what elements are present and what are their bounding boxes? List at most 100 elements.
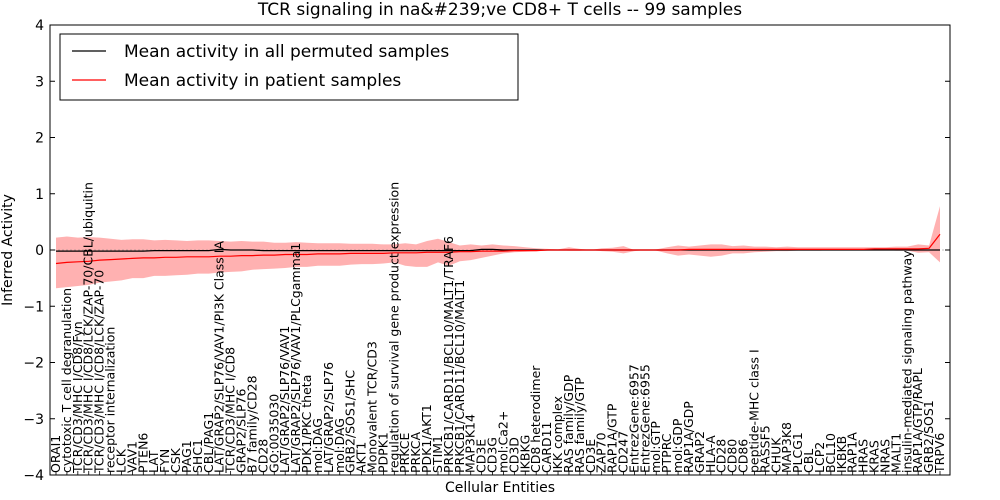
x-tick-label: CD3E (583, 439, 598, 473)
x-tick-label: CD28 (255, 439, 270, 473)
confidence-band (56, 206, 940, 289)
plot-frame (49, 24, 951, 476)
x-tick-label: GRB2/SOS1/SHC (343, 370, 358, 473)
x-tick-label: regulation of survival gene product expr… (386, 182, 401, 473)
x-tick-label: PDK1/AKT1 (419, 404, 434, 473)
x-tick-label: EntrezGene:6957 (626, 364, 641, 473)
x-tick-label: RAP1A/GDP (681, 401, 696, 473)
x-tick-label: NRAS (877, 439, 892, 473)
legend-label-patient: Mean activity in patient samples (124, 71, 401, 91)
x-tick-label: FYN (157, 449, 172, 473)
x-tick-label: mol:DAG (310, 418, 325, 473)
y-axis-label: Inferred Activity (0, 194, 16, 306)
x-tick-label: mol:Ca2+ (496, 411, 511, 473)
x-tick-label: CD3D (506, 437, 521, 473)
x-tick-label: VAV1 (124, 441, 139, 473)
x-tick-label: AKT1 (354, 442, 369, 473)
y-tick-label: −4 (23, 468, 44, 484)
x-tick-label: LCK (114, 448, 129, 473)
y-tick-label: −3 (23, 412, 44, 428)
chart-title: TCR signaling in na&#239;ve CD8+ T cells… (257, 0, 742, 20)
x-tick-label: PRKCB1/CARD11/BCL10/MALT1 (452, 280, 467, 473)
x-tick-label: STIM1 (430, 435, 445, 473)
x-tick-label: IKBKG (517, 435, 532, 473)
x-tick-label: PRKCB1/CARD11/BCL10/MALT1/TRAF6 (441, 236, 456, 473)
x-tick-label: KRAS (867, 440, 882, 473)
y-tick-label: 1 (35, 187, 44, 203)
x-tick-label: HRAS (856, 439, 871, 473)
x-tick-label: ZAP70 (594, 432, 609, 473)
y-axis: −4 −3 −2 −1 0 1 2 3 4 (23, 18, 950, 484)
y-tick-label: −2 (23, 356, 44, 372)
x-tick-label: LAT (146, 450, 161, 473)
x-tick-label: receptor internalization (103, 327, 118, 473)
legend-box (59, 33, 519, 101)
x-tick-label: TCR/CD3/MHC I/CD8/LCK/ZAP-70/CBL/ubiquit… (81, 182, 96, 474)
x-tick-label: CD80 (725, 439, 740, 473)
x-tick-label: IKBKB (834, 436, 849, 473)
x-tick-label: GRAP2 (692, 431, 707, 473)
x-tick-label: CD8 heterodimer (528, 365, 543, 473)
x-tick-label: PAG1 (179, 440, 194, 473)
x-tick-label: MAP3K8 (779, 422, 794, 473)
x-tick-label: CD3G (485, 437, 500, 473)
y-tick-label: 0 (35, 243, 44, 259)
series-line-1 (55, 233, 941, 265)
y-tick-label: 4 (35, 18, 44, 34)
x-tick-label: CSK (168, 447, 183, 473)
x-tick-label: RAS family/GDP (561, 374, 576, 473)
x-tick-label: CARD11 (539, 422, 554, 474)
x-tick-label: insulin-mediated signaling pathway (899, 250, 914, 473)
x-axis-label: Cellular Entities (445, 480, 555, 496)
x-tick-label: ORAI1 (48, 435, 63, 473)
x-tick-label: CD28 (714, 439, 729, 473)
x-tick-label: SHC1 (190, 439, 205, 473)
x-tick-label: IKK complex (550, 396, 565, 473)
x-tick-label: TCR/CD3/MHC I/CD8/LCK/ZAP-70 (92, 270, 107, 474)
x-tick-label: RAP1A/GTP (605, 403, 620, 473)
x-tick-label: RAP1A (845, 432, 860, 473)
x-tick-label: LCP2 (812, 442, 827, 473)
x-tick-label: LAT/GRAP2/SLP76 (321, 362, 336, 473)
x-tick-label: RAS family/GTP (572, 377, 587, 473)
x-tick-label: PDPK1 (375, 432, 390, 473)
x-tick-label: CD247 (616, 431, 631, 473)
x-tick-label: GRAP2/SLP76 (234, 388, 249, 473)
x-tick-label: TCR/CD3/MHC I/CD8/Fyn (70, 321, 85, 474)
y-tick-label: 2 (35, 131, 44, 147)
x-tick-label: CHUK (768, 437, 783, 473)
plot-area (50, 206, 950, 289)
legend-label-permuted: Mean activity in all permuted samples (124, 42, 449, 62)
x-tick-label: CD86 (736, 439, 751, 473)
x-tick-label: RASSF5 (757, 425, 772, 473)
x-tick-label: PLCG1 (790, 432, 805, 473)
x-tick-label: cytotoxic T cell degranulation (59, 288, 74, 473)
x-tick-label: PTEN6 (135, 433, 150, 473)
x-tick-label: mol:DAG (332, 418, 347, 473)
x-tick-label: MAP3K14 (463, 414, 478, 473)
x-tick-label: peptide-MHC class I (747, 349, 762, 473)
x-tick-label: CD3E (474, 439, 489, 473)
x-tick-label: CBL (801, 449, 816, 473)
x-tick-label: PRKCA (408, 432, 423, 473)
x-tick-label: GRB2/SOS1 (921, 400, 936, 473)
x-tick-label: PRKCE (397, 433, 412, 473)
x-tick-label: CBL/PAG1 (201, 412, 216, 473)
legend: Mean activity in all permuted samples Me… (59, 33, 519, 101)
x-tick-label: TCR/CD3/MHC I/CD8 (223, 347, 238, 474)
x-tick-label: LAT/GRAP2/SLP76/VAV1 (277, 326, 292, 473)
x-tick-label: Monovalent TCR/CD3 (365, 341, 380, 473)
x-tick-label: BCL10 (823, 433, 838, 473)
x-tick-label: MALT1 (888, 433, 903, 473)
x-tick-label: RAP1A/GTP/RAPL (910, 368, 925, 473)
y-tick-label: 3 (35, 74, 44, 90)
x-tick-label: GO:0035030 (266, 394, 281, 473)
x-tick-label: HLA-A (703, 435, 718, 473)
x-tick-label: PDK1/PKC theta (299, 375, 314, 473)
x-tick-label: TRPV6 (932, 433, 947, 474)
x-tick-label: PTPRC (659, 433, 674, 473)
x-tick-label: mol:GTP (648, 421, 663, 473)
x-tick-label: LAT/GRAP2/SLP76/VAV1/PLCgamma1 (288, 243, 303, 473)
